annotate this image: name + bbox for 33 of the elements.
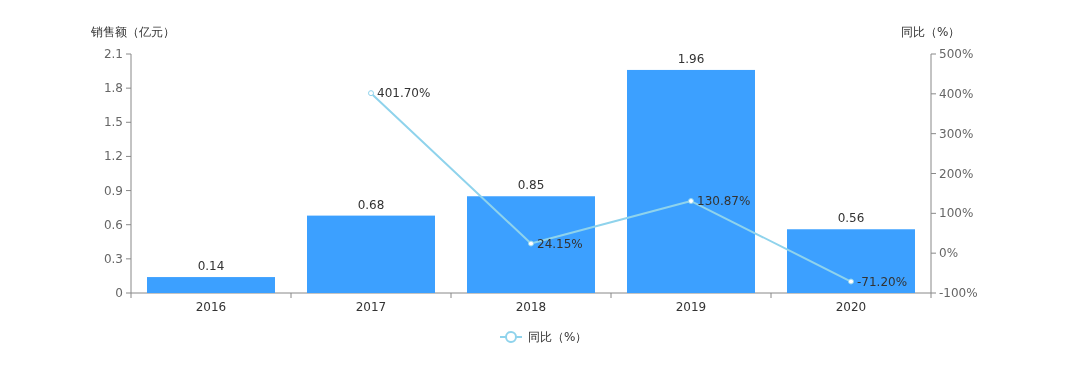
- data-label: 1.96: [677, 51, 705, 66]
- y-tick-label: 0.3: [103, 251, 123, 266]
- x-tick-label: 2017: [355, 300, 387, 314]
- x-tick-label: 2019: [675, 300, 707, 314]
- data-label: 0.14: [197, 259, 225, 274]
- y2-axis-title: 同比（%）: [901, 25, 961, 39]
- data-label: 24.15%: [537, 236, 583, 251]
- data-label: 401.70%: [377, 86, 431, 101]
- y-tick-label: 0.9: [103, 183, 123, 198]
- y2-tick-label: 100%: [939, 206, 974, 221]
- x-tick-label: 2020: [835, 300, 867, 314]
- y-tick-label: 1.8: [103, 81, 123, 96]
- y2-tick-label: 500%: [939, 47, 974, 61]
- data-label: 130.87%: [697, 194, 751, 209]
- y2-tick-label: 200%: [939, 166, 974, 181]
- y-tick-label: 2.1: [103, 47, 123, 61]
- y-tick-label: 1.2: [103, 149, 123, 164]
- y-tick-label: 0.6: [103, 217, 123, 232]
- y2-tick-label: 400%: [939, 86, 974, 101]
- data-label: 0.56: [837, 211, 865, 226]
- y2-tick-label: -100%: [939, 286, 978, 300]
- data-label: 0.85: [517, 178, 545, 193]
- x-tick-label: 2018: [515, 300, 547, 314]
- data-label: -71.20%: [857, 274, 908, 289]
- y2-tick-label: 0%: [939, 246, 959, 261]
- legend-label: 同比（%）: [528, 330, 588, 344]
- y-tick-label: 0: [115, 286, 123, 300]
- y-axis-title: 销售额（亿元）: [90, 25, 175, 39]
- y-tick-label: 1.5: [103, 115, 123, 130]
- x-tick-label: 2016: [195, 300, 227, 314]
- legend: 同比（%）: [499, 330, 588, 344]
- y2-tick-label: 300%: [939, 126, 974, 141]
- data-label: 0.68: [357, 197, 385, 212]
